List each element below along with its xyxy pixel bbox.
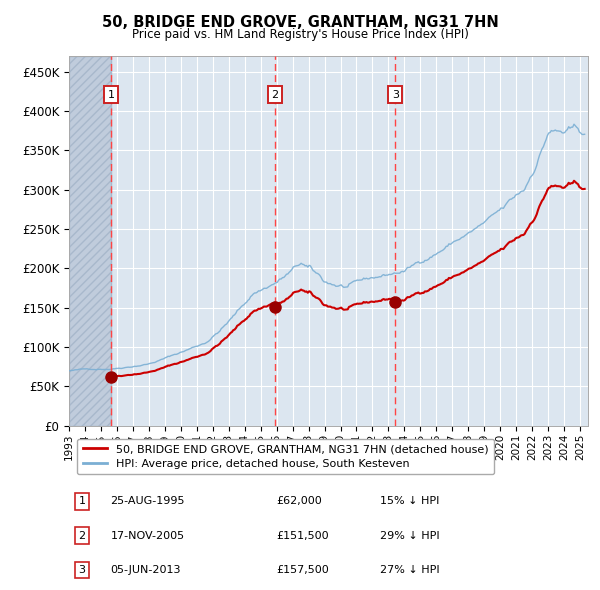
- Text: 50, BRIDGE END GROVE, GRANTHAM, NG31 7HN: 50, BRIDGE END GROVE, GRANTHAM, NG31 7HN: [101, 15, 499, 30]
- Text: 25-AUG-1995: 25-AUG-1995: [110, 496, 185, 506]
- Text: 17-NOV-2005: 17-NOV-2005: [110, 530, 185, 540]
- Text: 1: 1: [79, 496, 85, 506]
- Text: £157,500: £157,500: [277, 565, 329, 575]
- Text: 3: 3: [79, 565, 85, 575]
- Bar: [69, 56, 111, 426]
- Text: 27% ↓ HPI: 27% ↓ HPI: [380, 565, 440, 575]
- Text: Price paid vs. HM Land Registry's House Price Index (HPI): Price paid vs. HM Land Registry's House …: [131, 28, 469, 41]
- Text: 29% ↓ HPI: 29% ↓ HPI: [380, 530, 440, 540]
- Text: 1: 1: [108, 90, 115, 100]
- Legend: 50, BRIDGE END GROVE, GRANTHAM, NG31 7HN (detached house), HPI: Average price, d: 50, BRIDGE END GROVE, GRANTHAM, NG31 7HN…: [77, 439, 494, 474]
- Text: 05-JUN-2013: 05-JUN-2013: [110, 565, 181, 575]
- Text: 15% ↓ HPI: 15% ↓ HPI: [380, 496, 440, 506]
- Text: £62,000: £62,000: [277, 496, 322, 506]
- Text: £151,500: £151,500: [277, 530, 329, 540]
- Text: 3: 3: [392, 90, 399, 100]
- Text: 2: 2: [271, 90, 278, 100]
- Text: 2: 2: [79, 530, 86, 540]
